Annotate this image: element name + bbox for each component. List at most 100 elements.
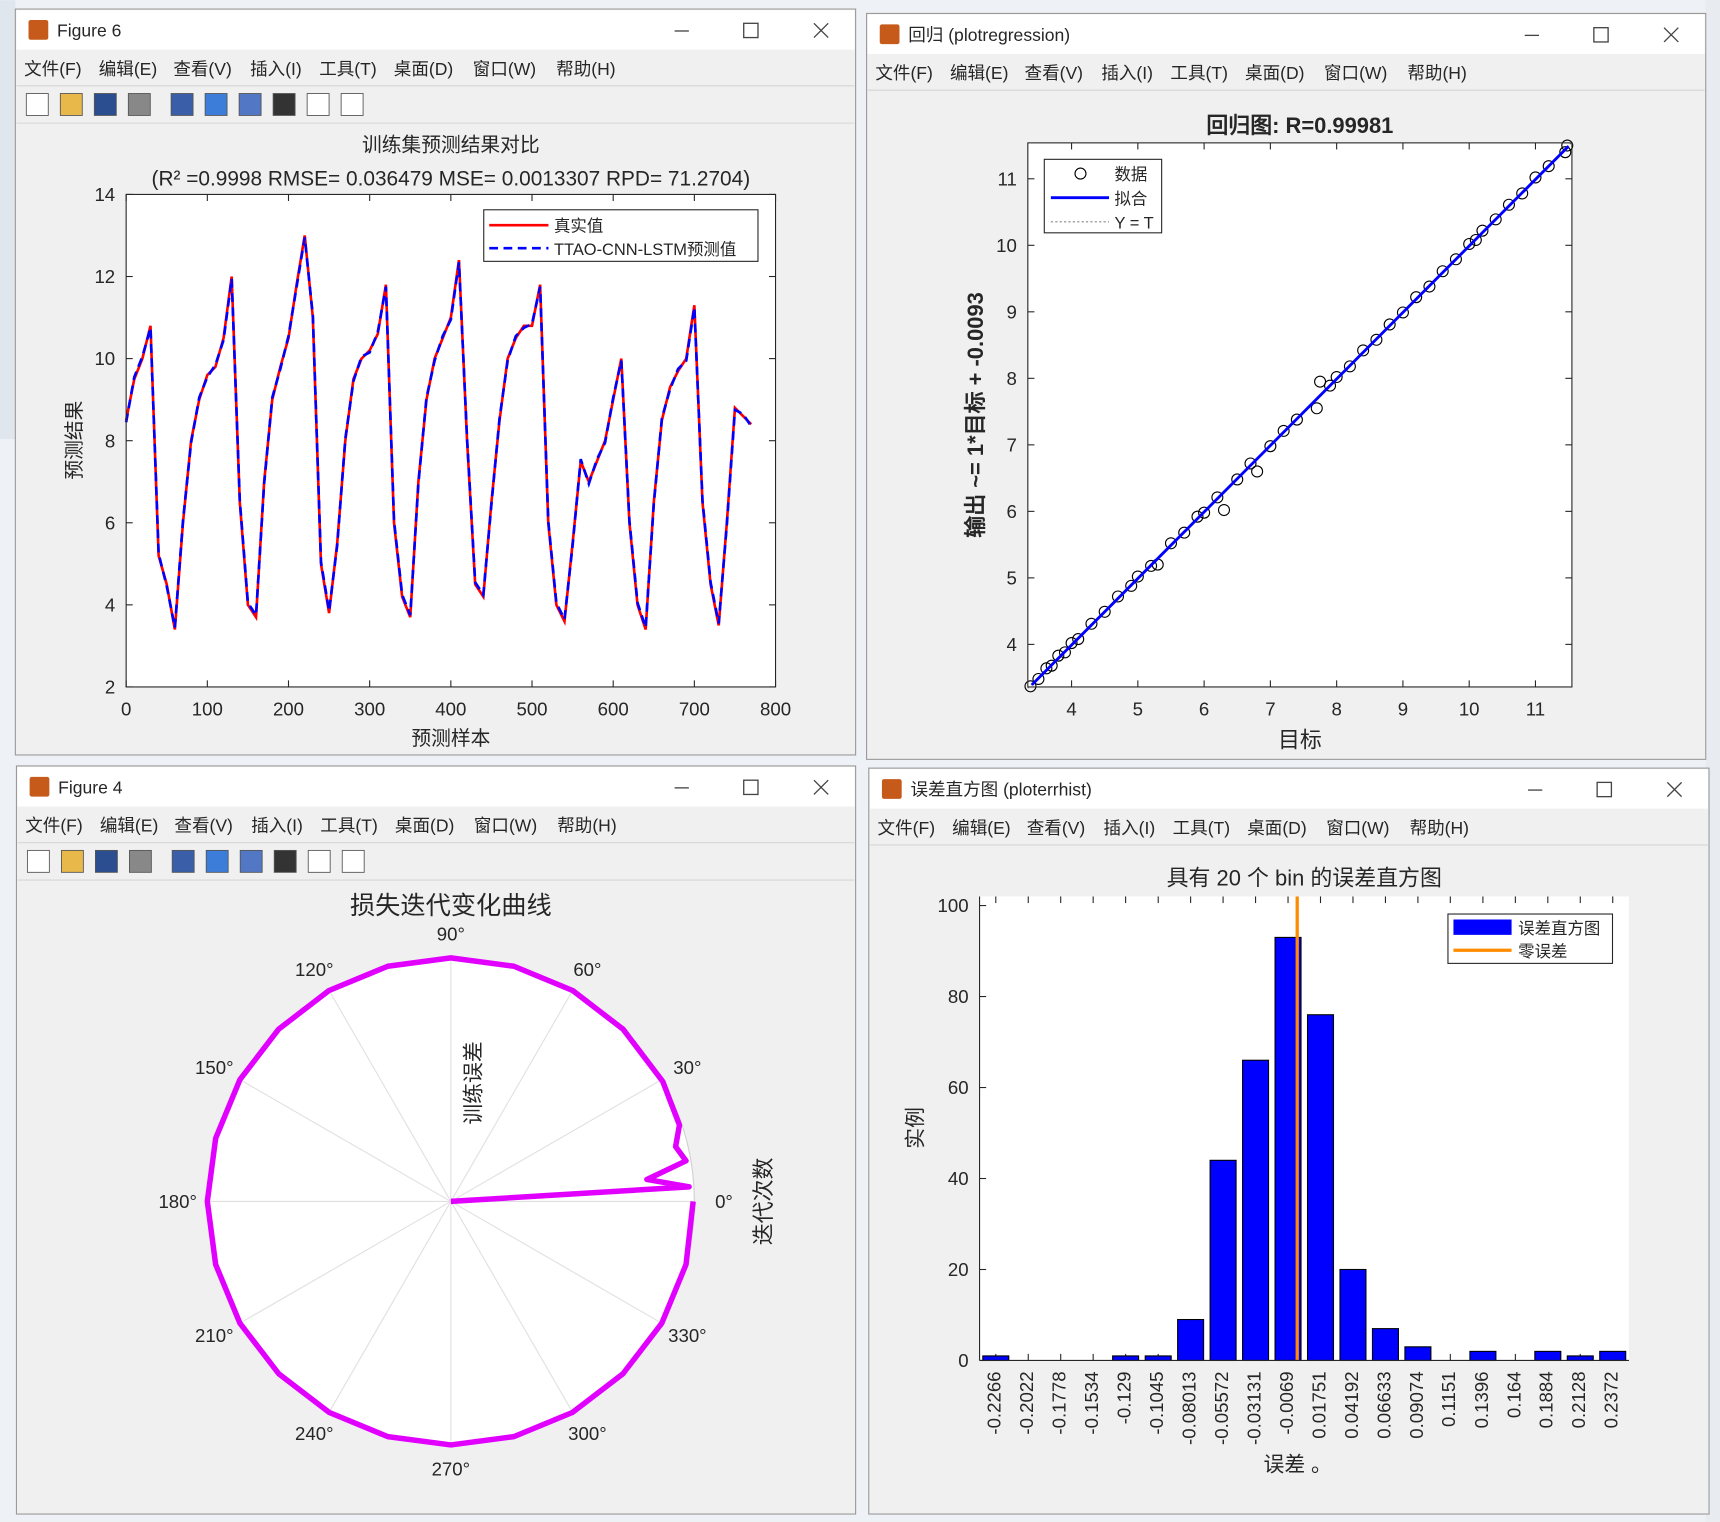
x-axis-label: 误差 。 — [1264, 1453, 1332, 1476]
toolbar-button[interactable] — [205, 849, 229, 873]
title-bar — [869, 769, 1708, 809]
toolbar-button[interactable] — [306, 93, 330, 116]
menu-item[interactable]: 工具(T) — [1170, 63, 1227, 83]
menu-item[interactable]: 帮助(H) — [557, 816, 616, 836]
close-button[interactable] — [1666, 781, 1683, 798]
close-button[interactable] — [1663, 27, 1679, 43]
x-tick-label: 0.164 — [1503, 1371, 1524, 1418]
chart-subtitle: (R² =0.9998 RMSE= 0.036479 MSE= 0.001330… — [152, 168, 751, 191]
toolbar-button[interactable] — [239, 849, 263, 873]
menu-item[interactable]: 窗口(W) — [1324, 63, 1387, 83]
toolbar-button[interactable] — [272, 93, 296, 116]
data-point — [1277, 424, 1290, 437]
theta-tick-label: 30° — [673, 1057, 701, 1078]
maximize-button[interactable] — [1593, 27, 1609, 43]
y-tick-label: 9 — [1007, 301, 1017, 322]
menu-item[interactable]: 工具(T) — [320, 816, 378, 836]
close-button[interactable] — [813, 779, 829, 795]
data-point — [1024, 680, 1037, 693]
toolbar-button[interactable] — [273, 849, 297, 873]
close-button[interactable] — [813, 22, 829, 39]
x-tick-label: 7 — [1265, 698, 1275, 719]
menu-item[interactable]: 查看(V) — [174, 816, 232, 836]
menu-item[interactable]: 桌面(D) — [1247, 818, 1306, 838]
menu-item[interactable]: 查看(V) — [1025, 63, 1083, 83]
menu-item[interactable]: 查看(V) — [1027, 818, 1085, 838]
menu-item[interactable]: 编辑(E) — [100, 816, 158, 836]
toolbar-button[interactable] — [60, 849, 84, 873]
legend-label: 真实值 — [554, 218, 603, 236]
menu-item[interactable]: 窗口(W) — [474, 816, 537, 836]
menu-item[interactable]: 文件(F) — [878, 818, 935, 838]
maximize-button[interactable] — [1596, 781, 1613, 798]
data-point — [1561, 139, 1574, 152]
toolbar-button[interactable] — [204, 93, 228, 116]
histogram-bar — [1469, 1350, 1497, 1362]
menu-item[interactable]: 桌面(D) — [1245, 63, 1304, 83]
menu-item[interactable]: 插入(I) — [1101, 63, 1153, 83]
toolbar-button[interactable] — [340, 93, 364, 116]
x-tick-label: 8 — [1331, 698, 1341, 719]
x-tick-label: 800 — [760, 698, 791, 719]
toolbar-button[interactable] — [129, 849, 152, 873]
x-tick-label: -0.1045 — [1146, 1371, 1167, 1434]
theta-grid-line — [450, 1201, 574, 1413]
x-tick-label: -0.03131 — [1243, 1371, 1264, 1445]
toolbar-button[interactable] — [170, 93, 194, 116]
data-point — [1065, 637, 1078, 650]
toolbar-button[interactable] — [59, 93, 83, 116]
toolbar-button[interactable] — [238, 93, 262, 116]
toolbar-button[interactable] — [171, 849, 195, 873]
menu-item[interactable]: 文件(F) — [24, 59, 82, 79]
toolbar-button[interactable] — [25, 93, 49, 116]
menu-item[interactable]: 工具(T) — [319, 59, 377, 79]
plot-area — [979, 896, 1629, 1361]
histogram-bar — [1306, 1014, 1335, 1362]
data-point — [1164, 537, 1178, 550]
menu-item[interactable]: 文件(F) — [25, 816, 83, 836]
data-point — [1058, 646, 1071, 659]
toolbar-button[interactable] — [127, 93, 151, 116]
menu-item[interactable]: 帮助(H) — [1410, 818, 1469, 838]
menu-item[interactable]: 桌面(D) — [394, 59, 453, 79]
x-tick-label: 4 — [1066, 698, 1076, 719]
toolbar-button[interactable] — [94, 849, 118, 873]
maximize-button[interactable] — [743, 22, 759, 39]
x-tick-label: 700 — [679, 698, 710, 719]
toolbar-button[interactable] — [307, 849, 331, 873]
legend-swatch — [1074, 167, 1087, 180]
menu-item[interactable]: 窗口(W) — [1326, 818, 1389, 838]
y-tick-label: 10 — [94, 348, 115, 369]
menu-item[interactable]: 编辑(E) — [952, 818, 1010, 838]
menu-item[interactable]: 工具(T) — [1173, 818, 1231, 838]
maximize-button[interactable] — [743, 779, 759, 796]
theta-tick-label: 0° — [715, 1191, 733, 1212]
data-point — [1370, 333, 1383, 346]
theta-grid-line — [328, 990, 452, 1202]
y-tick-label: 40 — [948, 1168, 969, 1189]
theta-tick-label: 120° — [295, 959, 334, 980]
toolbar-button[interactable] — [93, 93, 117, 116]
toolbar-button[interactable] — [341, 849, 365, 873]
menu-item[interactable]: 编辑(E) — [99, 59, 157, 79]
menu-item[interactable]: 帮助(H) — [1407, 63, 1466, 83]
y-tick-label: 11 — [998, 168, 1017, 189]
menu-item[interactable]: 插入(I) — [250, 59, 302, 79]
menu-item[interactable]: 文件(F) — [875, 63, 933, 83]
menu-item[interactable]: 查看(V) — [173, 59, 231, 79]
y-axis-label: 输出 ~= 1*目标 + -0.0093 — [963, 292, 988, 538]
menu-item[interactable]: 插入(I) — [251, 816, 303, 836]
theta-tick-label: 60° — [573, 959, 601, 980]
menu-bar — [16, 50, 855, 86]
menu-bar — [869, 809, 1708, 845]
r-axis-label: 训练误差 — [462, 1041, 485, 1124]
data-point — [1542, 160, 1555, 173]
y-tick-label: 7 — [1007, 434, 1017, 455]
menu-item[interactable]: 窗口(W) — [473, 59, 536, 79]
menu-item[interactable]: 帮助(H) — [556, 59, 615, 79]
menu-item[interactable]: 桌面(D) — [395, 816, 454, 836]
x-tick-label: 100 — [192, 698, 223, 719]
toolbar-button[interactable] — [26, 849, 50, 873]
menu-item[interactable]: 插入(I) — [1104, 818, 1156, 838]
menu-item[interactable]: 编辑(E) — [950, 63, 1008, 83]
